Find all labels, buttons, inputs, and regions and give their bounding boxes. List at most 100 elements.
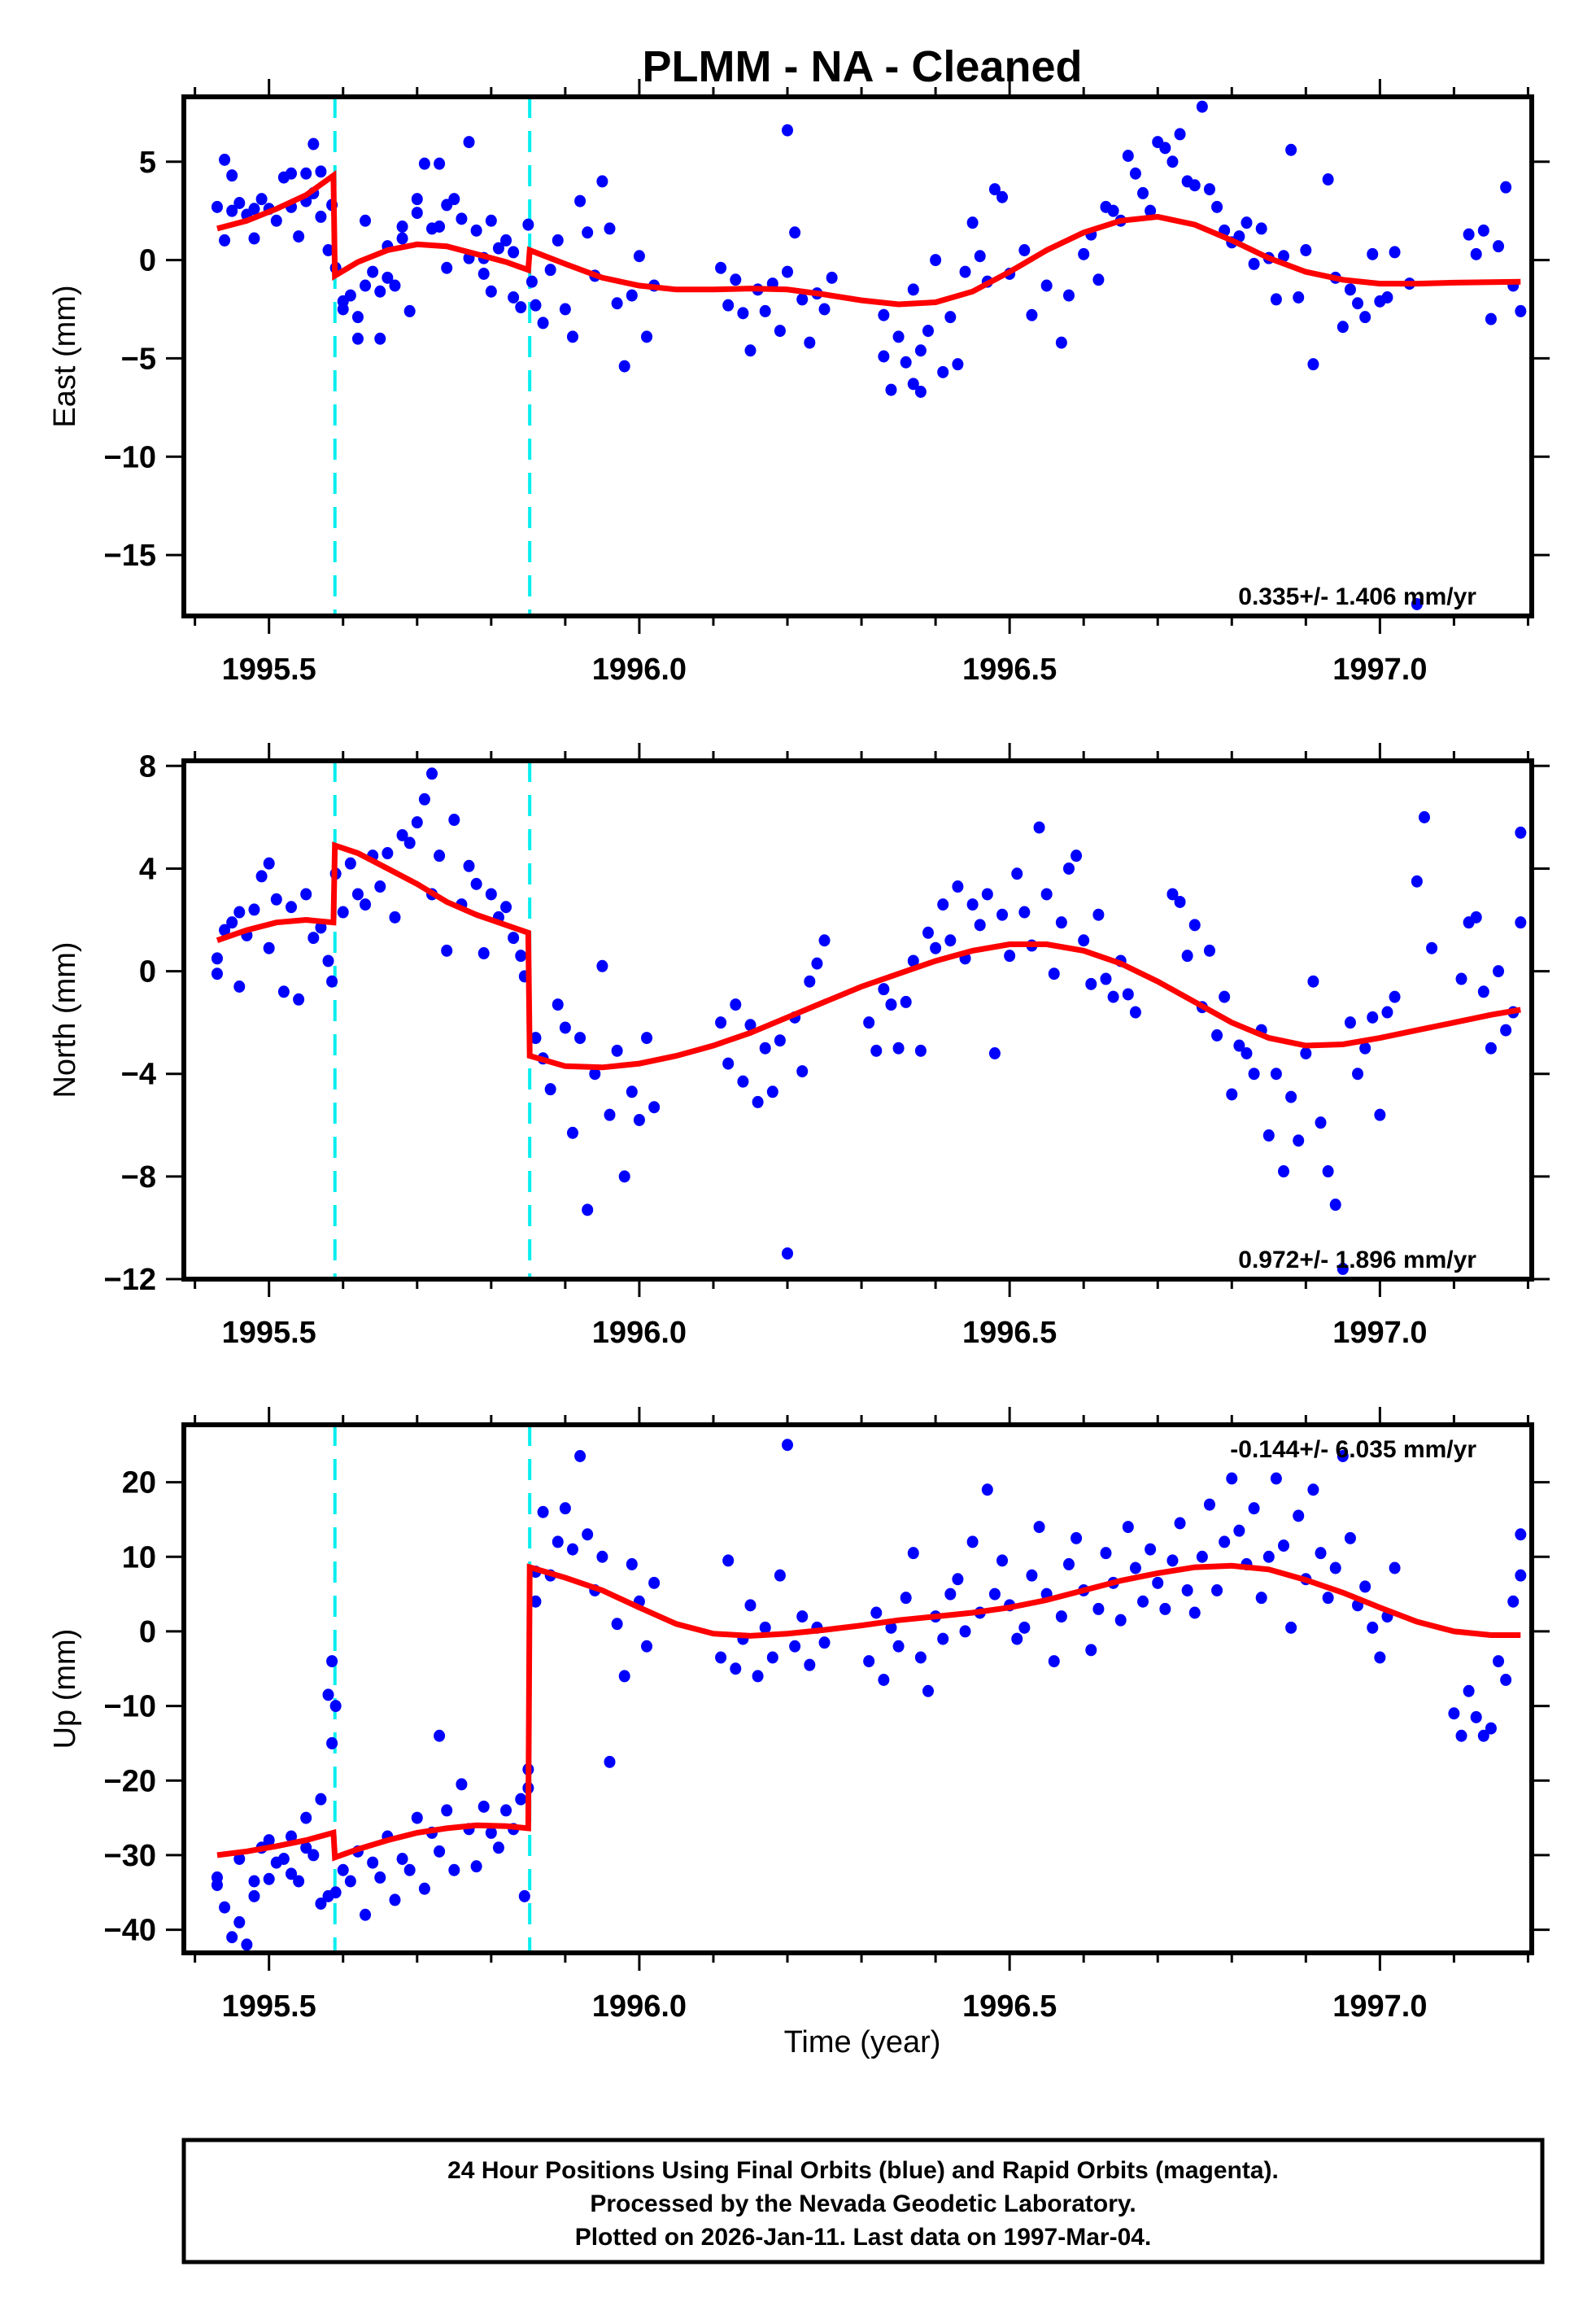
data-point [403,304,416,317]
data-point [596,175,608,188]
data-layer [211,761,1527,1279]
data-point [1485,1042,1497,1055]
data-point [463,136,475,149]
data-point [1241,216,1253,229]
data-point [1122,988,1134,1001]
data-point [1055,1610,1067,1623]
data-point [752,1095,764,1108]
data-point [403,1863,416,1876]
data-point [1337,1262,1349,1275]
y-axis-label: Up (mm) [48,1629,82,1749]
data-point [1515,1528,1527,1541]
data-point [937,365,949,378]
data-point [263,857,275,870]
data-point [329,1886,342,1899]
data-point [418,1882,430,1895]
data-point [930,941,942,954]
y-tick-label: −4 [121,1058,156,1092]
data-point [914,386,927,398]
data-point [552,234,564,247]
data-point [1188,1606,1201,1619]
data-point [441,944,453,957]
data-point [515,1793,527,1806]
plot-frame [181,758,1534,1282]
data-point [981,888,993,901]
data-point [1359,1042,1371,1055]
data-point [337,303,349,316]
data-point [1389,246,1401,259]
data-point [952,1573,964,1586]
data-point [337,1863,349,1876]
data-point [604,1108,616,1121]
data-point [1418,810,1430,823]
data-point [522,218,534,231]
data-point [537,1505,549,1518]
data-point [1145,1543,1157,1556]
data-point [759,1042,771,1055]
data-point [525,275,538,288]
data-point [1293,1509,1305,1522]
data-point [1374,1651,1386,1664]
data-point [1166,888,1179,901]
data-point [255,193,268,206]
data-point [233,1915,246,1928]
data-point [974,919,986,932]
data-point [1285,143,1297,156]
data-point [1181,950,1193,963]
data-point [500,901,512,914]
data-point [233,197,246,209]
data-point [796,1610,809,1623]
data-point [618,1170,630,1183]
data-point [248,203,260,216]
data-point [782,1439,794,1452]
data-point [248,1889,260,1902]
data-point [759,1621,771,1634]
data-point [1262,1129,1275,1142]
data-point [988,1588,1001,1601]
data-point [737,1075,749,1088]
data-point [1367,247,1379,260]
data-point [604,222,616,235]
data-point [959,265,971,278]
data-point [456,1778,468,1791]
data-point [892,1042,905,1055]
data-point [434,1729,446,1742]
data-point [1337,321,1349,334]
data-point [1337,1450,1349,1462]
data-point [1463,228,1475,241]
y-tick-label: −5 [121,342,156,376]
data-point [1107,990,1119,1003]
data-point [744,344,757,357]
data-point [789,226,801,239]
data-point [326,1736,338,1749]
data-point [411,207,423,220]
data-point [326,1655,338,1668]
data-point [1203,1498,1215,1511]
plot-area [184,1425,1532,1953]
data-point [1241,1046,1253,1059]
footer-line-3: Plotted on 2026-Jan-11. Last data on 199… [575,2224,1152,2251]
data-point [722,1057,735,1070]
data-point [626,1557,638,1570]
data-point [1352,1068,1364,1081]
data-point [1293,291,1305,304]
data-point [1285,1621,1297,1634]
y-tick-label: 20 [122,1466,156,1500]
y-tick-label: −10 [104,440,156,474]
data-point [485,285,497,298]
data-point [1085,1644,1097,1657]
data-point [811,957,823,970]
data-point [1203,944,1215,957]
data-point [878,1674,890,1686]
data-point [1040,279,1053,292]
data-point [559,1502,571,1515]
data-point [367,265,379,278]
data-point [233,1853,246,1865]
data-point [1470,911,1482,924]
data-point [1062,862,1075,875]
data-point [434,221,446,233]
data-point [544,1083,556,1096]
data-point [1174,1517,1186,1530]
data-point [411,1811,423,1824]
